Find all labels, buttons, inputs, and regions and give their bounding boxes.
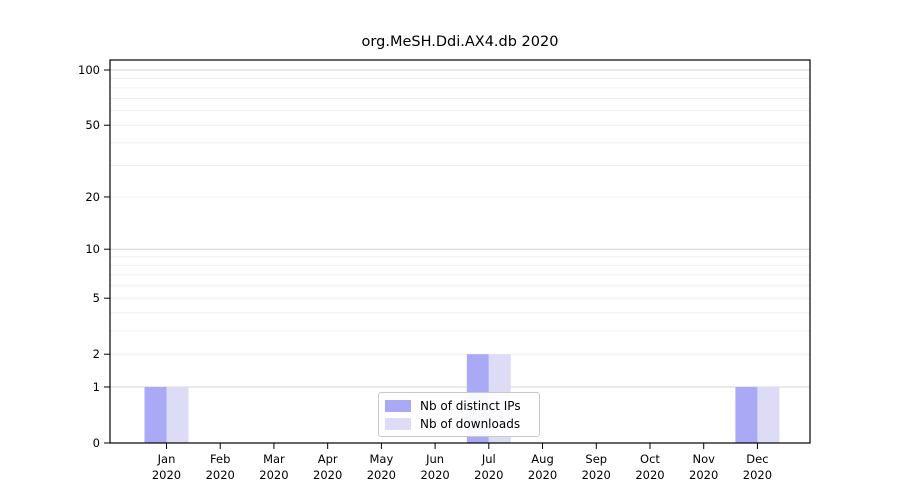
x-tick-label-month: Apr: [318, 452, 338, 466]
y-tick-label: 1: [93, 380, 100, 394]
x-tick-label-month: Feb: [210, 452, 230, 466]
x-tick-label-month: Dec: [746, 452, 768, 466]
y-tick-label: 20: [85, 190, 100, 204]
y-tick-label: 2: [93, 347, 100, 361]
x-tick-label-year: 2020: [206, 468, 235, 482]
x-tick-label-year: 2020: [528, 468, 557, 482]
legend-swatch-downloads: [385, 417, 411, 430]
bar-dec-downloads: [757, 386, 780, 443]
x-tick-label-year: 2020: [474, 468, 503, 482]
x-tick-label-year: 2020: [259, 468, 288, 482]
legend: Nb of distinct IPs Nb of downloads: [378, 392, 540, 437]
chart-title: org.MeSH.Ddi.AX4.db 2020: [361, 34, 559, 50]
plot-border: [109, 59, 811, 444]
x-tick-label-year: 2020: [313, 468, 342, 482]
y-tick-label: 50: [85, 118, 100, 132]
y-tick-label: 100: [78, 63, 100, 77]
x-tick-label-month: Mar: [263, 452, 285, 466]
legend-item-downloads: Nb of downloads: [385, 416, 531, 431]
y-tick-label: 5: [93, 291, 100, 305]
x-tick-label-year: 2020: [367, 468, 396, 482]
x-tick-label-month: Oct: [640, 452, 660, 466]
legend-label-distinct-ips: Nb of distinct IPs: [420, 398, 521, 413]
x-tick-label-month: Jun: [425, 452, 444, 466]
x-tick-label-year: 2020: [635, 468, 664, 482]
legend-label-downloads: Nb of downloads: [420, 416, 521, 431]
x-tick-label-year: 2020: [743, 468, 772, 482]
bar-jan-downloads: [166, 386, 189, 443]
x-tick-label-year: 2020: [582, 468, 611, 482]
y-tick-label: 10: [85, 242, 100, 256]
x-tick-label-year: 2020: [152, 468, 181, 482]
x-tick-label-year: 2020: [689, 468, 718, 482]
x-tick-label-month: Aug: [531, 452, 553, 466]
bar-jan-distinct-ips: [144, 386, 167, 443]
bar-dec-distinct-ips: [735, 386, 758, 443]
x-tick-label-month: Nov: [692, 452, 715, 466]
x-tick-label-year: 2020: [420, 468, 449, 482]
legend-item-distinct-ips: Nb of distinct IPs: [385, 398, 531, 413]
x-tick-label-month: Jul: [481, 452, 496, 466]
x-tick-label-month: May: [369, 452, 393, 466]
legend-swatch-distinct-ips: [385, 399, 411, 412]
y-tick-label: 0: [93, 436, 100, 450]
x-tick-label-month: Jan: [157, 452, 176, 466]
x-tick-label-month: Sep: [585, 452, 607, 466]
